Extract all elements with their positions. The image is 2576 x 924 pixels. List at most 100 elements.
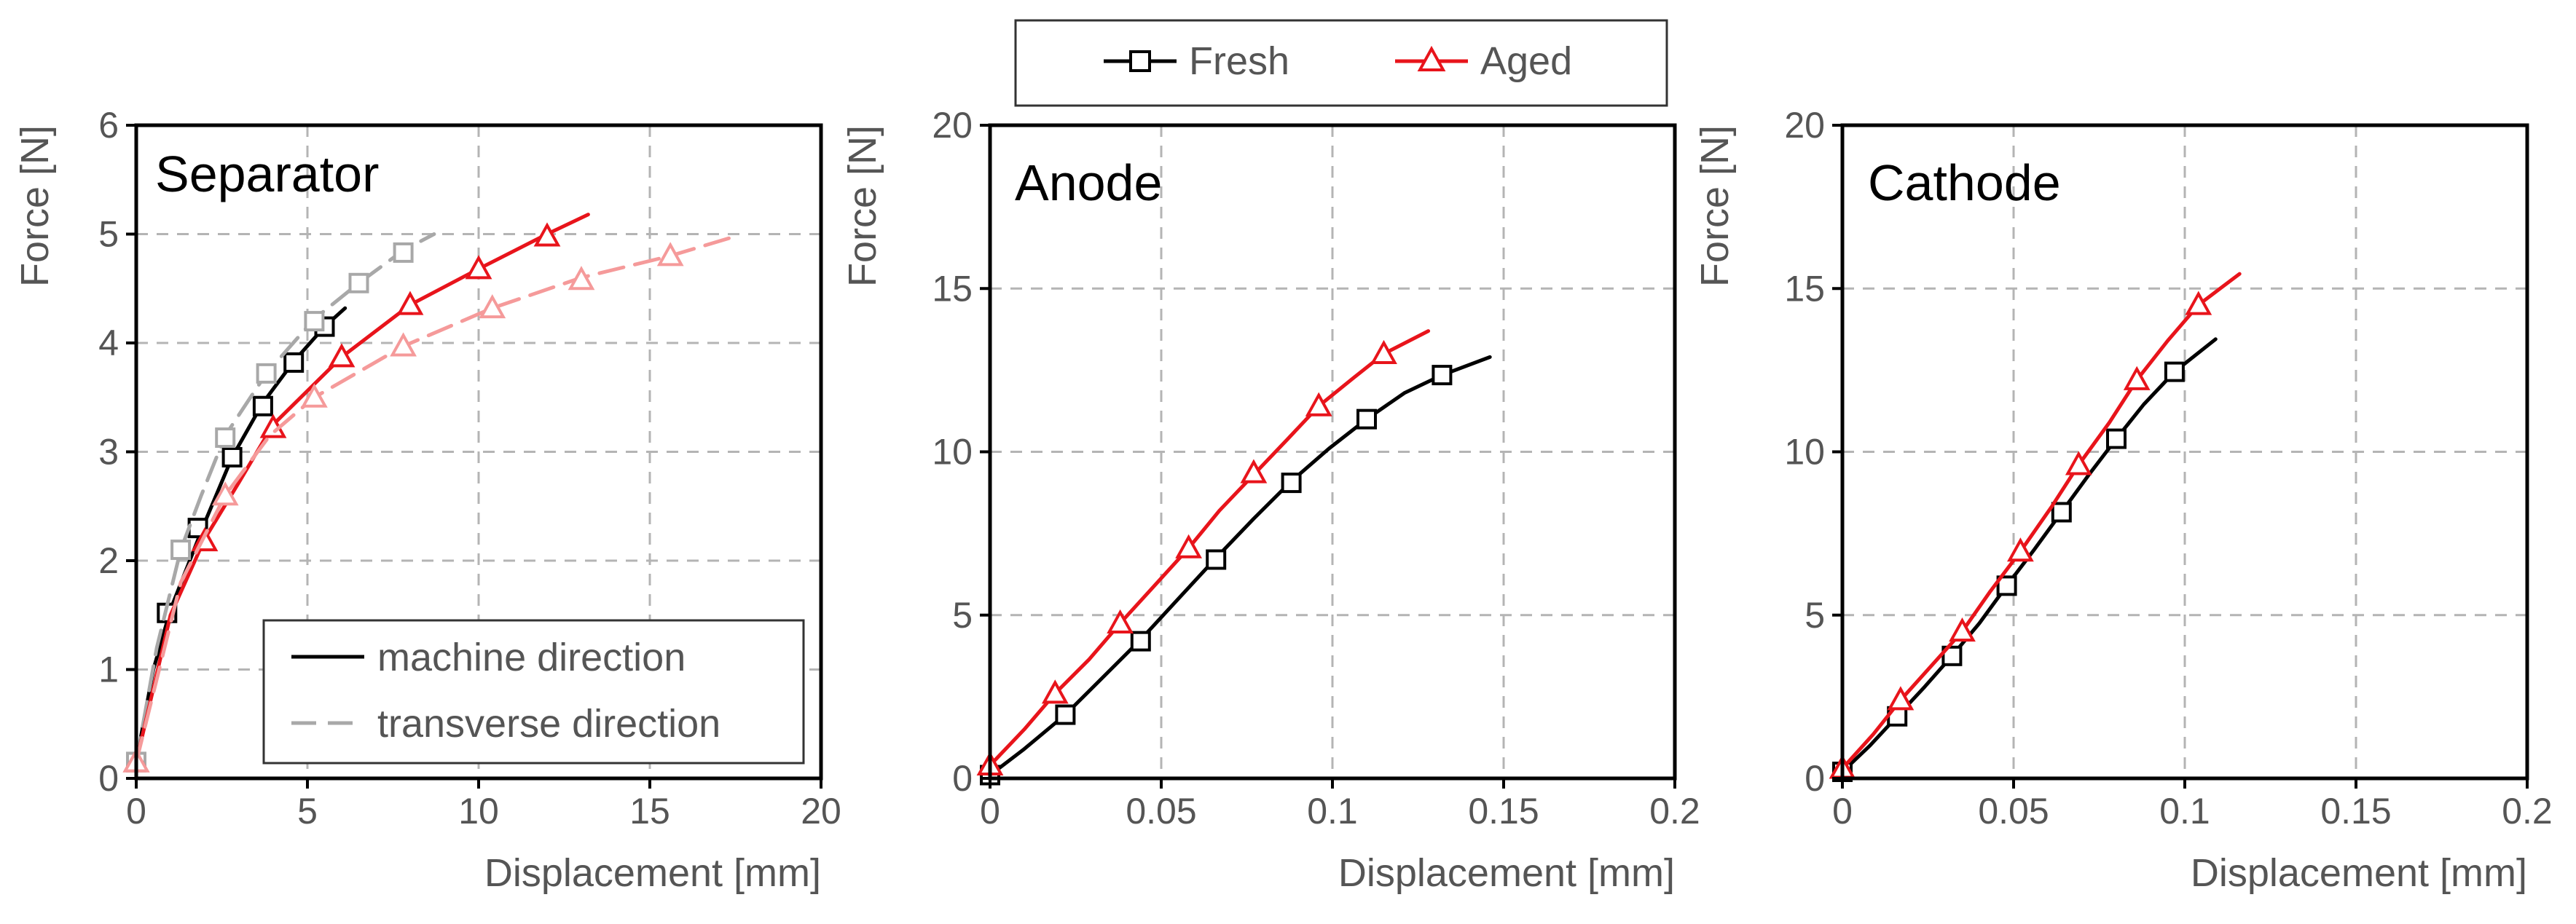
legend-fresh-marker (1129, 50, 1151, 72)
anode-x-tick-label-0: 0 (980, 791, 1000, 832)
separator-fresh-marker-1-6 (393, 242, 414, 263)
cathode-y-tick-label-4: 20 (1784, 105, 1825, 146)
separator-tickmarks (126, 124, 822, 789)
anode-fresh-marker-0-6 (1432, 365, 1453, 386)
cathode-x-tick-labels: 0 0.05 0.1 0.15 0.2 (1832, 791, 2553, 832)
separator-series-aged-transverse-line (134, 234, 737, 765)
separator-fresh-marker-1-2 (215, 427, 236, 449)
separator-y-tick-label-4: 4 (98, 323, 119, 363)
separator-series-aged-machine-line (134, 213, 590, 765)
cathode-x-tick-label-0: 0 (1832, 791, 1853, 832)
separator-fresh-marker-0-3 (221, 446, 243, 467)
separator-fresh-marker-1-5 (348, 272, 369, 293)
anode-fresh-marker-0-3 (1206, 549, 1227, 570)
anode-plot-series (976, 329, 1492, 786)
separator-x-tick-label-3: 15 (629, 791, 670, 832)
separator-y-tick-label-5: 5 (98, 214, 119, 255)
separator-title: Separator (155, 146, 379, 202)
anode-aged-marker-1-4 (1240, 459, 1268, 483)
cathode-y-tick-label-1: 5 (1805, 595, 1825, 636)
separator-x-tick-label-2: 10 (458, 791, 499, 832)
cathode-series-aged-line (1840, 272, 2242, 770)
cathode-aged-marker-1-2 (1949, 617, 1976, 642)
separator-x-tick-label-1: 5 (297, 791, 318, 832)
separator-y-tick-label-0: 0 (98, 758, 119, 799)
cathode-x-tick-label-2: 0.1 (2159, 791, 2210, 832)
cathode-fresh-marker-0-4 (2051, 502, 2072, 523)
anode-x-tick-label-2: 0.1 (1307, 791, 1358, 832)
anode-grid (990, 125, 1675, 778)
cathode-y-tick-label-0: 0 (1805, 758, 1825, 799)
anode-x-tick-labels: 0 0.05 0.1 0.15 0.2 (980, 791, 1700, 832)
separator-y-tick-label-3: 3 (98, 432, 119, 473)
separator-fresh-marker-1-4 (304, 311, 325, 332)
anode-y-tick-label-0: 0 (952, 758, 973, 799)
anode-fresh-marker-0-2 (1130, 631, 1151, 652)
anode-fresh-marker-0-5 (1356, 408, 1377, 430)
separator-aged-marker-3-1 (211, 481, 239, 506)
legend-machine-direction-label: machine direction (377, 636, 686, 679)
separator-y-tick-labels: 0 1 2 3 4 5 6 (98, 105, 119, 799)
anode-aged-marker-1-6 (1370, 339, 1397, 364)
separator-y-tick-label-6: 6 (98, 105, 119, 146)
anode-y-tick-label-1: 5 (952, 595, 973, 636)
anode-x-tick-label-1: 0.05 (1126, 791, 1196, 832)
separator-aged-marker-2-5 (465, 255, 492, 280)
cathode-aged-marker-1-4 (2065, 451, 2092, 475)
anode-series-aged-line (988, 329, 1431, 767)
separator-aged-marker-3-2 (301, 383, 328, 408)
cathode-x-tick-label-3: 0.15 (2320, 791, 2391, 832)
anode-y-axis-label: Force [N] (841, 125, 884, 287)
cathode-grid (1842, 125, 2527, 778)
anode-y-tick-labels: 0 5 10 15 20 (932, 105, 973, 799)
anode-y-tick-label-4: 20 (932, 105, 973, 146)
anode-y-tick-label-3: 15 (932, 268, 973, 309)
legend-fresh-label: Fresh (1189, 39, 1289, 83)
cathode-aged-marker-1-6 (2185, 291, 2212, 315)
legend-aged-marker (1417, 45, 1446, 71)
separator-series-fresh-machine-line (134, 306, 347, 765)
cathode-aged-marker-1-3 (2007, 537, 2034, 562)
separator-grid (136, 125, 821, 778)
direction-legend-box (262, 619, 805, 765)
anode-aged-marker-1-5 (1305, 392, 1332, 416)
separator-y-tick-label-2: 2 (98, 540, 119, 581)
cathode-fresh-marker-0-1 (1887, 706, 1908, 727)
legend-aged-label: Aged (1480, 39, 1572, 83)
cathode-x-axis-label: Displacement [mm] (2191, 851, 2527, 895)
cathode-y-tick-label-2: 10 (1784, 432, 1825, 473)
anode-title: Anode (1015, 154, 1162, 211)
separator-aged-marker-2-6 (533, 222, 561, 247)
anode-x-tick-label-3: 0.15 (1468, 791, 1539, 832)
cathode-fresh-marker-0-5 (2106, 428, 2127, 449)
panel-cathode: 0 0.05 0.1 0.15 0.2 0 5 10 15 20 Cathode Displac… (1693, 105, 2553, 895)
cathode-aged-marker-1-1 (1887, 686, 1915, 711)
separator-x-tick-label-0: 0 (126, 791, 146, 832)
separator-fresh-marker-1-1 (170, 540, 192, 561)
separator-aged-marker-3-5 (568, 266, 595, 291)
separator-x-axis-label: Displacement [mm] (484, 851, 821, 895)
anode-fresh-marker-0-4 (1281, 473, 1302, 494)
separator-aged-marker-3-6 (656, 242, 684, 266)
separator-x-tick-labels: 0 5 10 15 20 (126, 791, 841, 832)
cathode-fresh-marker-0-6 (2164, 361, 2185, 382)
anode-aged-marker-1-2 (1107, 609, 1134, 633)
separator-aged-marker-2-4 (396, 291, 424, 315)
separator-aged-marker-3-3 (390, 332, 417, 357)
cathode-title: Cathode (1868, 154, 2061, 211)
separator-aged-marker-2-3 (328, 343, 356, 368)
anode-x-tick-label-4: 0.2 (1649, 791, 1700, 832)
cathode-y-tick-labels: 0 5 10 15 20 (1784, 105, 1825, 799)
anode-fresh-marker-0-1 (1055, 704, 1076, 725)
cathode-tickmarks (1832, 124, 2529, 789)
cathode-aged-marker-1-5 (2123, 366, 2151, 390)
anode-y-tick-label-2: 10 (932, 432, 973, 473)
panel-anode: 0 0.05 0.1 0.15 0.2 0 5 10 15 20 Anode Displacem… (841, 105, 1700, 895)
cathode-plot-series (1829, 272, 2242, 783)
legend-transverse-direction-label: transverse direction (377, 702, 720, 746)
separator-fresh-marker-1-3 (256, 363, 277, 384)
anode-aged-marker-1-3 (1175, 534, 1202, 558)
separator-x-tick-label-4: 20 (801, 791, 841, 832)
cathode-y-axis-label: Force [N] (1693, 125, 1737, 287)
